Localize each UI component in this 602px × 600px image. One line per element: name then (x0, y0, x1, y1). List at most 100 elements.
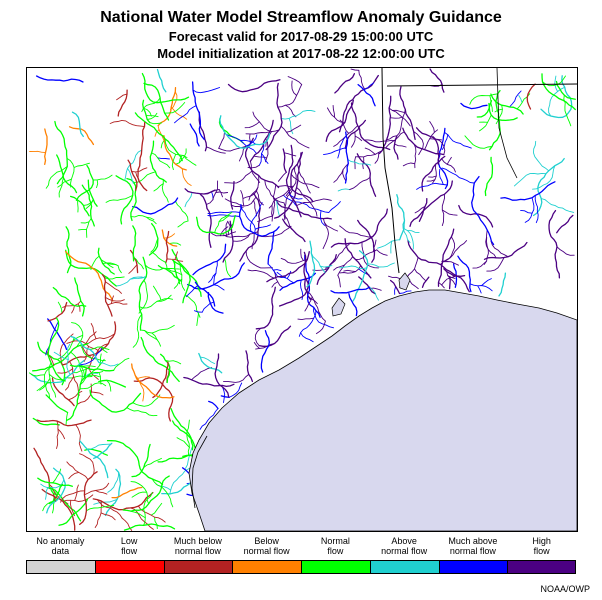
river-segment (101, 346, 108, 353)
river-segment (337, 256, 354, 276)
river-segment (244, 121, 260, 129)
river-segment (304, 254, 321, 318)
river-segment (148, 223, 159, 256)
river-segment (134, 112, 183, 162)
river-segment (258, 325, 292, 347)
legend-label-line1: Below (254, 536, 279, 546)
river-segment (94, 500, 102, 528)
river-segment (220, 395, 230, 399)
river-segment (282, 148, 287, 173)
river-segment (77, 303, 81, 312)
river-segment (390, 116, 404, 119)
river-segment (45, 321, 59, 356)
river-segment (53, 351, 69, 361)
river-segment (271, 281, 279, 288)
river-segment (306, 240, 316, 288)
legend-swatch (232, 560, 302, 574)
river-segment (348, 292, 358, 317)
river-segment (69, 360, 80, 396)
river-segment (45, 165, 68, 189)
river-segment (48, 482, 58, 497)
river-segment (54, 120, 68, 185)
river-segment (167, 268, 183, 276)
river-segment (156, 294, 172, 302)
river-segment (477, 285, 482, 294)
river-segment (245, 250, 274, 269)
river-segment (524, 197, 535, 223)
river-segment (282, 218, 306, 243)
sabine-lake (398, 272, 411, 291)
river-segment (100, 512, 116, 521)
river-segment (107, 302, 128, 306)
river-segment (57, 428, 66, 440)
river-segment (93, 498, 118, 505)
river-segment (469, 283, 493, 292)
river-segment (290, 173, 320, 189)
river-segment (414, 205, 426, 214)
legend-item: Low flow (95, 534, 164, 556)
river-segment (98, 372, 102, 385)
river-segment (213, 260, 218, 286)
river-segment (130, 510, 146, 519)
river-segment (35, 75, 84, 83)
river-segment (490, 93, 524, 115)
river-segment (80, 221, 90, 224)
river-segment (92, 491, 154, 511)
river-segment (532, 157, 565, 217)
credit-text: NOAA/OWP (540, 584, 590, 594)
river-segment (131, 443, 151, 478)
legend-swatch (507, 560, 576, 574)
river-segment (394, 143, 407, 148)
river-segment (191, 81, 205, 140)
river-segment (52, 468, 62, 484)
river-segment (79, 382, 107, 390)
river-segment (179, 262, 186, 291)
river-segment (319, 265, 333, 268)
river-segment (127, 159, 138, 191)
river-segment (282, 194, 297, 206)
legend-label-line2: flow (121, 546, 138, 556)
river-segment (146, 112, 158, 120)
river-segment (364, 147, 376, 155)
river-segment (277, 84, 303, 108)
river-segment (273, 270, 284, 289)
river-segment (132, 256, 144, 270)
river-segment (271, 204, 273, 222)
river-segment (68, 390, 83, 401)
river-segment (367, 262, 395, 268)
river-segment (60, 490, 86, 503)
river-segment (245, 350, 254, 383)
river-segment (79, 471, 98, 526)
river-segment (71, 111, 84, 138)
river-segment (342, 169, 347, 182)
river-segment (157, 87, 177, 127)
legend-label-line1: Much below (173, 536, 222, 546)
river-segment (138, 256, 148, 331)
river-segment (548, 86, 565, 117)
river-segment (296, 198, 332, 207)
river-segment (41, 488, 76, 531)
river-segment (248, 186, 259, 201)
river-segment (256, 190, 264, 206)
river-segment (361, 241, 379, 269)
river-segment (390, 240, 393, 254)
river-segment (106, 379, 112, 392)
river-segment (205, 180, 219, 205)
river-segment (137, 376, 150, 379)
river-segment (163, 134, 187, 171)
river-segment (191, 367, 213, 381)
legend-swatch (438, 560, 509, 574)
river-segment (98, 379, 127, 388)
state-border-tx-la (381, 67, 400, 274)
river-segment (104, 296, 125, 302)
river-segment (138, 279, 148, 314)
river-segment (294, 201, 330, 213)
river-segment (407, 230, 420, 234)
river-segment (476, 100, 493, 118)
river-segment (142, 99, 151, 124)
river-segment (414, 268, 426, 281)
river-segment (350, 102, 391, 151)
river-segment (102, 262, 119, 267)
legend-label: Above normal flow (370, 534, 439, 556)
legend-label-line1: No anomaly (36, 536, 85, 546)
